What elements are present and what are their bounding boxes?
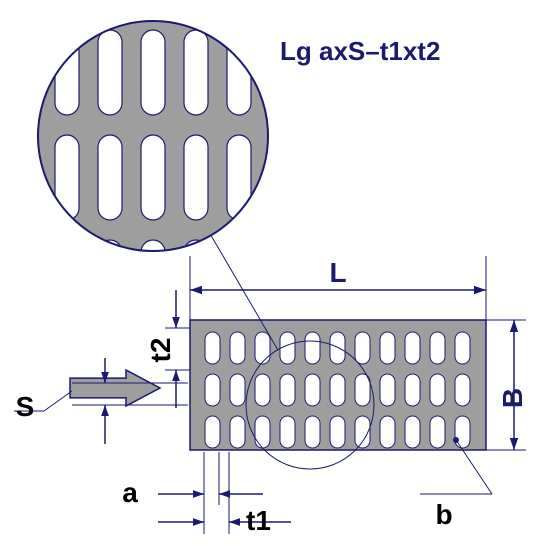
slot [305, 416, 320, 448]
dim-t2: t2 [145, 338, 176, 363]
slot [430, 416, 445, 448]
dim-B: B [497, 388, 528, 408]
dim-b: b [435, 499, 452, 530]
slot [330, 332, 345, 364]
slot [380, 416, 395, 448]
slot [255, 416, 270, 448]
slot [330, 374, 345, 406]
slot [380, 374, 395, 406]
slot [380, 332, 395, 364]
direction-arrow [70, 370, 160, 406]
slot [330, 416, 345, 448]
slot [355, 332, 370, 364]
slot [230, 416, 245, 448]
dim-a: a [122, 477, 138, 508]
slot [280, 332, 295, 364]
slot [205, 374, 220, 406]
slot [205, 332, 220, 364]
slot [305, 374, 320, 406]
slot [405, 416, 420, 448]
slot [255, 374, 270, 406]
dim-t1: t1 [246, 505, 271, 536]
slot [255, 332, 270, 364]
slot [280, 374, 295, 406]
slot [205, 416, 220, 448]
slot [455, 374, 470, 406]
slot [305, 332, 320, 364]
slot [230, 374, 245, 406]
dim-L: L [329, 257, 346, 288]
slot [430, 374, 445, 406]
slot [230, 332, 245, 364]
dim-S: S [16, 391, 35, 422]
title-text: Lg axS–t1xt2 [280, 36, 440, 66]
slot [430, 332, 445, 364]
slot [280, 416, 295, 448]
slot [355, 374, 370, 406]
slot [405, 332, 420, 364]
slot [405, 374, 420, 406]
slot [455, 332, 470, 364]
slot [455, 416, 470, 448]
